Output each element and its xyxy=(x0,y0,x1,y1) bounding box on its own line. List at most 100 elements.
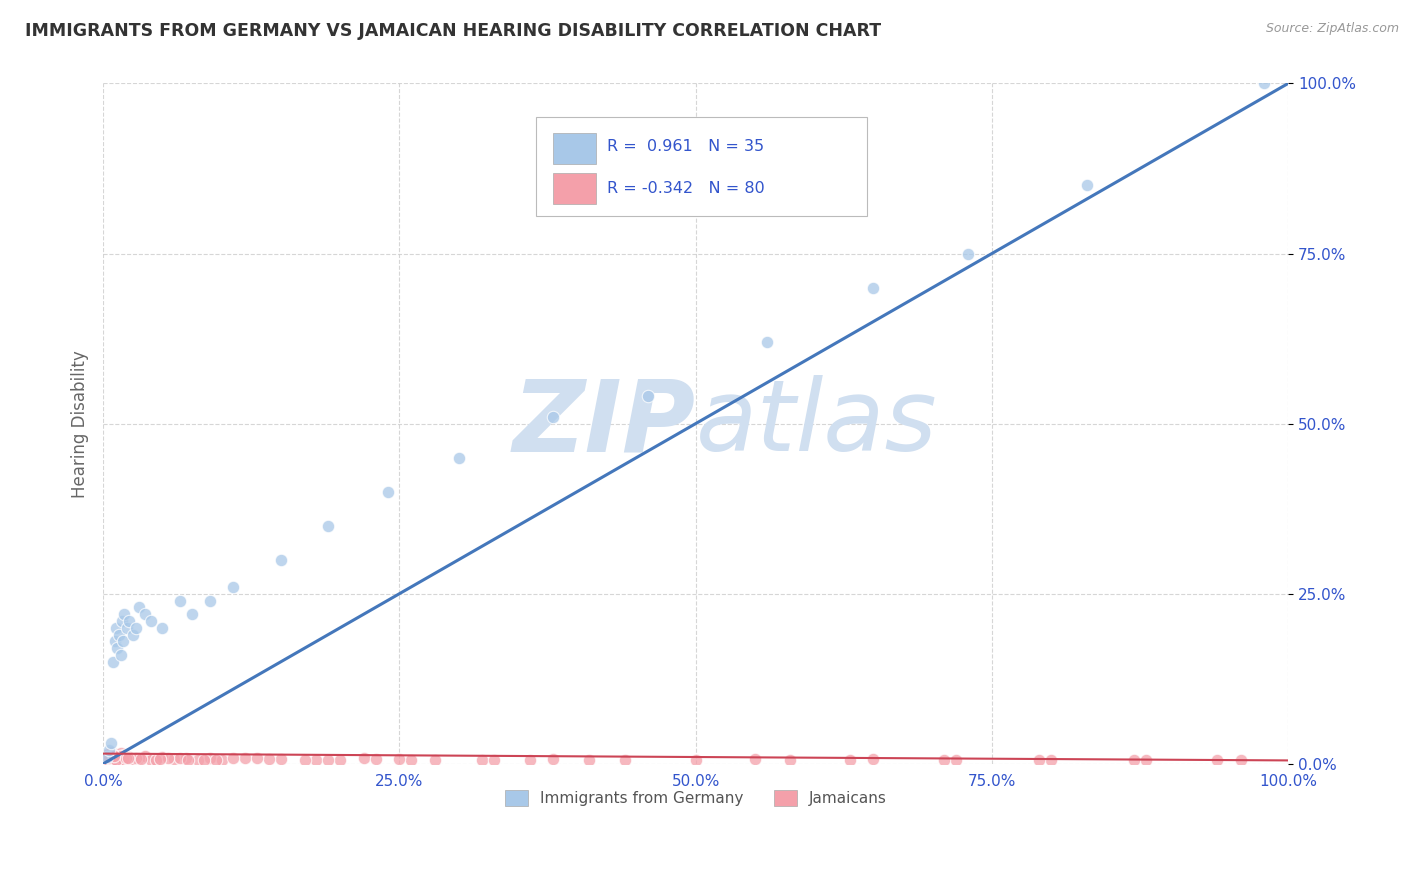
Point xyxy=(193,753,215,767)
FancyBboxPatch shape xyxy=(554,133,596,164)
Point xyxy=(211,753,233,767)
Point xyxy=(115,621,138,635)
Point xyxy=(945,753,967,767)
Point xyxy=(98,750,121,764)
Point xyxy=(101,747,124,762)
Point xyxy=(98,748,121,763)
Point xyxy=(222,751,245,765)
Point xyxy=(125,621,148,635)
Point xyxy=(388,752,411,766)
Point xyxy=(97,747,120,761)
Point xyxy=(128,751,150,765)
Point xyxy=(1229,753,1251,767)
Point xyxy=(105,753,128,767)
Point xyxy=(1076,178,1098,193)
Text: Source: ZipAtlas.com: Source: ZipAtlas.com xyxy=(1265,22,1399,36)
Text: R =  0.961   N = 35: R = 0.961 N = 35 xyxy=(607,139,763,154)
Point xyxy=(1206,753,1229,767)
Point xyxy=(519,753,541,767)
Point xyxy=(150,750,173,764)
Point xyxy=(377,484,399,499)
Text: IMMIGRANTS FROM GERMANY VS JAMAICAN HEARING DISABILITY CORRELATION CHART: IMMIGRANTS FROM GERMANY VS JAMAICAN HEAR… xyxy=(25,22,882,40)
Point xyxy=(107,627,129,641)
Point xyxy=(169,751,191,765)
Point xyxy=(115,750,138,764)
Point xyxy=(399,753,422,767)
Point xyxy=(105,753,128,767)
Point xyxy=(108,748,131,763)
Point xyxy=(145,753,167,767)
Point xyxy=(96,747,118,761)
Point xyxy=(543,409,565,424)
Point xyxy=(543,752,565,766)
Point xyxy=(934,753,956,767)
Point xyxy=(482,753,505,767)
Point xyxy=(100,745,122,759)
Point xyxy=(100,736,122,750)
Point xyxy=(121,627,143,641)
Point xyxy=(117,751,139,765)
Y-axis label: Hearing Disability: Hearing Disability xyxy=(72,350,89,498)
Point xyxy=(105,749,128,764)
Point xyxy=(862,752,884,766)
Point xyxy=(637,389,659,403)
Point xyxy=(198,593,221,607)
Point xyxy=(103,749,125,764)
Point xyxy=(957,246,980,260)
Point xyxy=(329,753,352,767)
Point xyxy=(98,751,121,765)
Point xyxy=(1135,753,1157,767)
Point xyxy=(198,751,221,765)
Point xyxy=(111,753,134,767)
Point xyxy=(177,753,200,767)
Point xyxy=(101,750,124,764)
Point xyxy=(111,614,134,628)
Text: atlas: atlas xyxy=(696,376,938,472)
Point xyxy=(112,634,135,648)
Point xyxy=(104,747,127,762)
Point xyxy=(114,747,136,762)
Point xyxy=(114,607,136,621)
Point xyxy=(149,752,172,766)
Point xyxy=(110,746,132,760)
Point xyxy=(316,753,339,767)
Point xyxy=(838,753,860,767)
Point xyxy=(471,753,494,767)
Point xyxy=(112,752,135,766)
Point xyxy=(447,450,470,465)
Point xyxy=(1123,753,1146,767)
Point xyxy=(353,751,375,765)
Text: ZIP: ZIP xyxy=(513,376,696,472)
Point xyxy=(98,750,121,764)
Point xyxy=(1253,77,1275,91)
Point xyxy=(94,751,117,765)
Point xyxy=(316,518,339,533)
Point xyxy=(755,334,778,349)
Point xyxy=(862,280,884,294)
Point xyxy=(96,750,118,764)
Point xyxy=(613,753,636,767)
Point xyxy=(187,753,209,767)
Point xyxy=(423,753,446,767)
Point xyxy=(97,753,120,767)
Point xyxy=(103,752,125,766)
Point xyxy=(685,753,707,767)
Point xyxy=(169,593,191,607)
Point xyxy=(129,752,152,766)
Point xyxy=(150,621,173,635)
Point xyxy=(174,750,197,764)
Point xyxy=(114,751,136,765)
Point xyxy=(134,748,156,763)
Point xyxy=(121,752,143,766)
Point xyxy=(364,752,387,766)
Point xyxy=(294,753,316,767)
Point xyxy=(233,750,256,764)
Point xyxy=(125,750,148,764)
Point xyxy=(222,580,245,594)
Point xyxy=(1028,753,1050,767)
FancyBboxPatch shape xyxy=(554,172,596,204)
Point xyxy=(118,750,141,764)
Point xyxy=(139,614,162,628)
Point xyxy=(96,750,118,764)
Point xyxy=(110,648,132,662)
